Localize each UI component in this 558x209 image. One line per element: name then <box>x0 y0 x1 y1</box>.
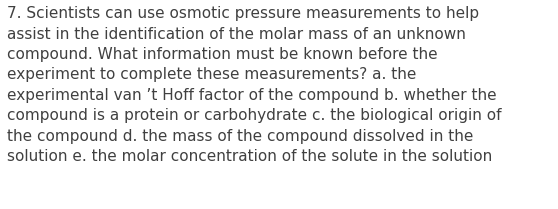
Text: 7. Scientists can use osmotic pressure measurements to help
assist in the identi: 7. Scientists can use osmotic pressure m… <box>7 6 502 164</box>
